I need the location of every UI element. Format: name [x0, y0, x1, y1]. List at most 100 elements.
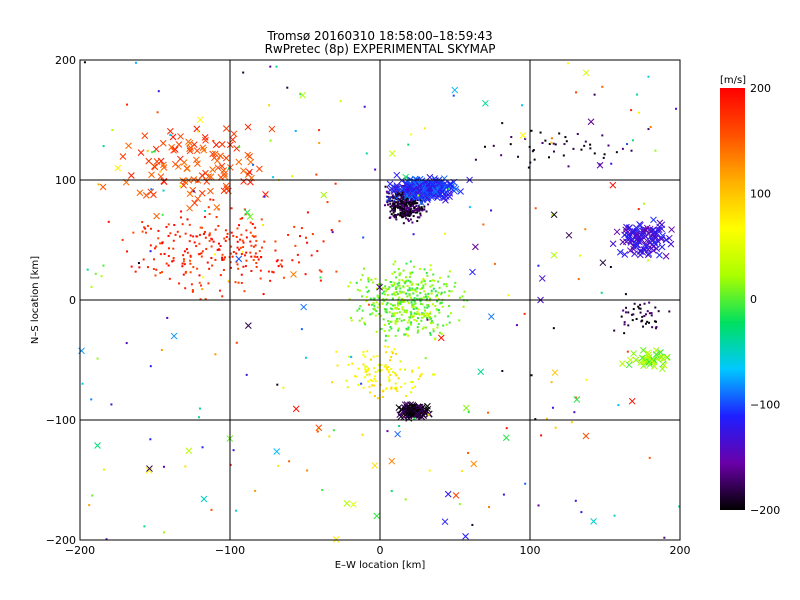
- data-point-dot: [249, 221, 252, 224]
- data-point-dot: [346, 386, 349, 389]
- data-point-cross: [142, 192, 150, 199]
- data-point-dot: [229, 261, 232, 264]
- data-point-dot: [411, 271, 414, 274]
- data-point-dot: [254, 244, 257, 247]
- data-point-dot: [427, 203, 430, 206]
- data-point-dot: [398, 272, 401, 275]
- data-point-dot: [420, 302, 423, 305]
- data-point-dot: [161, 241, 164, 244]
- data-point-dot: [421, 303, 424, 306]
- data-point-dot: [386, 366, 389, 369]
- data-point-dot: [245, 236, 248, 239]
- data-point-dot: [426, 316, 429, 319]
- data-point-dot: [410, 207, 413, 210]
- data-point-dot: [394, 334, 397, 337]
- data-point-dot: [380, 369, 383, 372]
- data-point-dot: [400, 215, 403, 218]
- data-point-dot: [189, 255, 192, 258]
- data-point-dot: [407, 218, 410, 221]
- data-point-dot: [397, 268, 400, 271]
- data-point-cross: [622, 226, 630, 234]
- data-point-dot: [445, 323, 448, 326]
- data-point-dot: [420, 206, 423, 209]
- data-point-dot: [404, 282, 407, 285]
- data-point-dot: [418, 216, 421, 219]
- data-point-dot: [405, 203, 408, 206]
- data-point-dot: [389, 307, 392, 310]
- data-point-dot: [401, 209, 404, 212]
- data-point-dot: [401, 306, 404, 309]
- data-point-dot: [162, 189, 165, 192]
- data-point-cross: [292, 405, 300, 413]
- data-point-dot: [255, 239, 258, 242]
- data-point-dot: [364, 355, 367, 358]
- data-point-dot: [445, 285, 448, 288]
- colorbar-label: [m/s]: [720, 75, 746, 86]
- data-point-dot: [318, 142, 321, 145]
- data-point-dot: [181, 223, 184, 226]
- data-point-dot: [377, 296, 380, 299]
- data-point-dot: [232, 449, 235, 452]
- data-point-dot: [625, 306, 628, 309]
- data-point-cross: [660, 361, 668, 369]
- data-point-dot: [364, 368, 367, 371]
- data-point-dot: [440, 301, 443, 304]
- data-point-dot: [394, 373, 397, 376]
- data-point-dot: [348, 298, 351, 301]
- data-point-dot: [380, 314, 383, 317]
- data-point-dot: [395, 216, 398, 219]
- data-point-dot: [311, 233, 314, 236]
- data-point-dot: [400, 313, 403, 316]
- data-point-dot: [409, 205, 412, 208]
- data-point-dot: [405, 196, 408, 199]
- data-point-dot: [335, 350, 338, 353]
- data-point-dot: [196, 267, 199, 270]
- y-tick-label: 200: [55, 54, 76, 67]
- data-point-dot: [255, 265, 258, 268]
- data-point-dot: [146, 149, 149, 152]
- data-point-cross: [409, 190, 416, 197]
- data-point-dot: [392, 263, 395, 266]
- data-point-dot: [450, 312, 453, 315]
- data-point-dot: [390, 355, 393, 358]
- data-point-dot: [409, 201, 412, 204]
- data-point-dot: [452, 94, 455, 97]
- data-point-dot: [399, 291, 402, 294]
- data-point-dot: [396, 292, 399, 295]
- data-point-dot: [369, 378, 372, 381]
- data-point-dot: [379, 383, 382, 386]
- data-point-dot: [163, 531, 166, 534]
- data-point-dot: [184, 270, 187, 273]
- data-point-dot: [443, 291, 446, 294]
- data-point-dot: [389, 373, 392, 376]
- data-point-dot: [404, 213, 407, 216]
- data-point-dot: [300, 328, 303, 331]
- data-point-dot: [167, 247, 170, 250]
- data-point-dot: [202, 276, 205, 279]
- data-point-cross: [423, 194, 431, 201]
- data-point-dot: [416, 216, 419, 219]
- data-point-dot: [370, 303, 373, 306]
- data-point-dot: [316, 250, 319, 253]
- data-point-dot: [272, 176, 275, 179]
- data-point-cross: [590, 518, 597, 525]
- data-point-cross: [627, 247, 634, 254]
- data-point-dot: [399, 368, 402, 371]
- data-point-dot: [409, 280, 412, 283]
- data-point-dot: [205, 247, 208, 250]
- data-point-dot: [630, 109, 633, 112]
- data-point-dot: [399, 202, 402, 205]
- data-point-dot: [414, 385, 417, 388]
- data-point-dot: [159, 170, 162, 173]
- x-tick-label: −200: [65, 544, 95, 557]
- data-point-dot: [206, 261, 209, 264]
- data-point-dot: [534, 207, 537, 210]
- data-point-dot: [416, 329, 419, 332]
- data-point-dot: [420, 281, 423, 284]
- data-point-cross: [462, 533, 469, 540]
- data-point-dot: [242, 71, 245, 74]
- data-point-cross: [637, 221, 644, 229]
- data-point-dot: [201, 250, 204, 253]
- data-point-dot: [369, 313, 372, 316]
- data-point-dot: [183, 250, 186, 253]
